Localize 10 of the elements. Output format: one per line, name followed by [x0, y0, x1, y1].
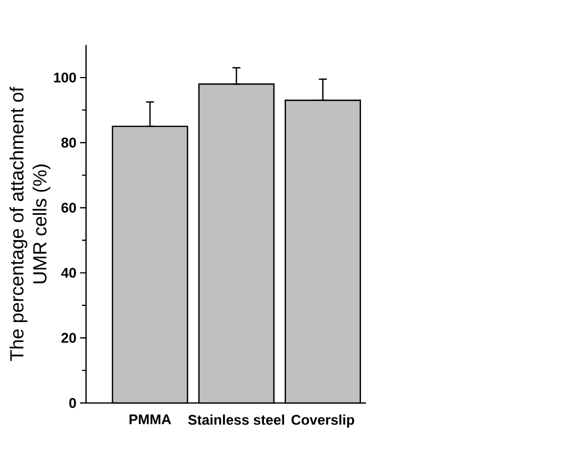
y-tick-label: 100 [54, 72, 76, 82]
x-tick-label: PMMA [130, 414, 172, 424]
y-tick-label: 80 [61, 138, 76, 148]
y-axis-title: The percentage of attachment of UMR cells (%) [10, 86, 50, 361]
y-tick-label: 40 [61, 268, 76, 278]
y-tick-label: 0 [69, 398, 76, 408]
x-tick-label: Stainless steel [188, 414, 284, 425]
x-tick-label: Coverslip [292, 414, 354, 428]
y-tick-label: 60 [61, 202, 76, 213]
y-tick-label: 20 [61, 332, 76, 343]
